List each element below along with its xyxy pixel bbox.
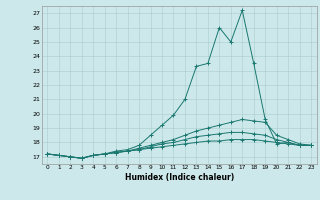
X-axis label: Humidex (Indice chaleur): Humidex (Indice chaleur) xyxy=(124,173,234,182)
